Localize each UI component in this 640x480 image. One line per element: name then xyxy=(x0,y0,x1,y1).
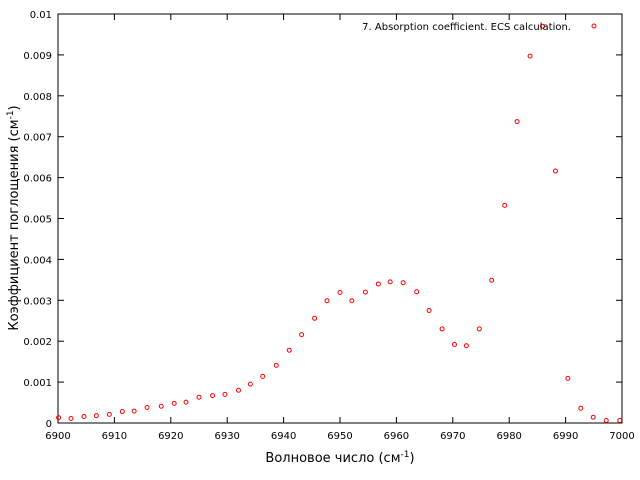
data-point xyxy=(552,168,558,174)
data-point xyxy=(171,400,177,406)
x-tick-label: 6950 xyxy=(327,431,352,442)
data-point xyxy=(68,416,74,422)
data-point xyxy=(603,418,609,424)
y-axis: 0 0.001 0.002 0.003 0.004 0.005 0.006 0.007 0.00… xyxy=(23,10,622,430)
data-point xyxy=(539,23,545,29)
data-point xyxy=(247,381,253,387)
y-tick-label: 0.004 xyxy=(23,255,52,266)
y-tick-label: 0.003 xyxy=(23,296,52,307)
data-point xyxy=(349,298,355,304)
data-point xyxy=(463,343,469,349)
data-point xyxy=(451,341,457,347)
x-axis-title-sup: -1 xyxy=(401,450,410,460)
x-axis-title-close: ) xyxy=(409,451,414,466)
data-point xyxy=(400,280,406,286)
x-tick-label: 6930 xyxy=(214,431,239,442)
data-point xyxy=(527,53,533,59)
data-point xyxy=(476,326,482,332)
data-point xyxy=(312,315,318,321)
data-point xyxy=(106,411,112,417)
data-point xyxy=(286,347,292,353)
y-axis-title-text: Коэффициент поглощения (см xyxy=(7,119,22,330)
data-point xyxy=(210,393,216,399)
y-tick-label: 0.002 xyxy=(23,337,52,348)
data-point xyxy=(119,409,125,415)
legend-marker xyxy=(591,23,597,29)
y-tick-label: 0.01 xyxy=(30,10,52,21)
y-tick-label: 0.009 xyxy=(23,51,52,62)
data-point xyxy=(183,399,189,405)
data-point xyxy=(144,404,150,410)
data-point xyxy=(414,289,420,295)
x-tick-label: 6920 xyxy=(158,431,183,442)
x-tick-label: 6980 xyxy=(496,431,521,442)
y-tick-label: 0.007 xyxy=(23,133,52,144)
data-point xyxy=(439,326,445,332)
data-point xyxy=(565,375,571,381)
data-point xyxy=(56,415,62,421)
plot-frame xyxy=(57,13,623,424)
data-point xyxy=(387,279,393,285)
legend-label: 7. Absorption coefficient. ECS calculati… xyxy=(362,22,571,33)
x-axis: 6900 6910 6920 6930 6940 6950 6960 6970 6980 6990… xyxy=(45,14,635,442)
y-axis-title: Коэффициент поглощения (см-1) xyxy=(6,105,22,330)
data-point xyxy=(196,394,202,400)
y-tick-label: 0.005 xyxy=(23,215,52,226)
y-tick-label: 0 xyxy=(46,419,52,430)
data-point xyxy=(158,403,164,409)
y-tick-label: 0.006 xyxy=(23,174,52,185)
data-point xyxy=(299,332,305,338)
x-axis-title: Волновое число (см-1) xyxy=(265,450,414,466)
data-point xyxy=(273,362,279,368)
data-point xyxy=(362,289,368,295)
data-point xyxy=(235,387,241,393)
data-point xyxy=(337,290,343,296)
x-tick-label: 6990 xyxy=(553,431,578,442)
y-tick-label: 0.008 xyxy=(23,92,52,103)
data-point xyxy=(81,413,87,419)
y-axis-title-close: ) xyxy=(7,105,22,110)
x-tick-label: 6900 xyxy=(45,431,70,442)
x-axis-title-text: Волновое число (см xyxy=(265,451,400,466)
x-tick-label: 6960 xyxy=(384,431,409,442)
data-point xyxy=(260,373,266,379)
data-point xyxy=(375,281,381,287)
x-tick-label: 6970 xyxy=(440,431,465,442)
data-point xyxy=(131,408,137,414)
x-tick-label: 6910 xyxy=(102,431,127,442)
data-point xyxy=(617,418,623,424)
x-tick-label: 6940 xyxy=(271,431,296,442)
data-point xyxy=(324,298,330,304)
y-tick-label: 0.001 xyxy=(23,378,52,389)
data-point xyxy=(93,413,99,419)
data-point xyxy=(590,414,596,420)
data-point xyxy=(222,391,228,397)
data-point xyxy=(502,202,508,208)
data-point xyxy=(578,405,584,411)
data-point xyxy=(426,308,432,314)
y-axis-title-sup: -1 xyxy=(6,110,16,119)
data-series xyxy=(56,23,623,424)
data-point xyxy=(489,277,495,283)
legend: 7. Absorption coefficient. ECS calculati… xyxy=(362,22,597,33)
x-tick-label: 7000 xyxy=(609,431,634,442)
data-point xyxy=(514,119,520,125)
